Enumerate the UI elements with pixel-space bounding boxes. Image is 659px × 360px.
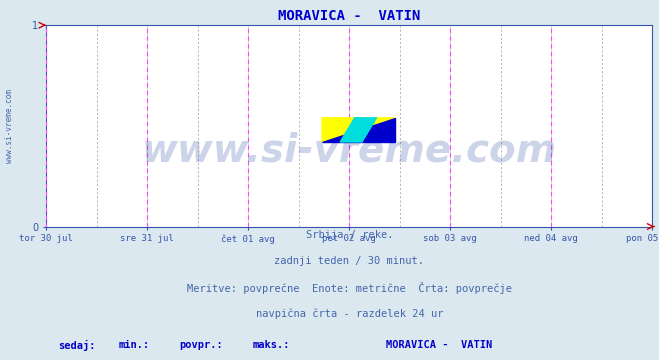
Text: navpična črta - razdelek 24 ur: navpična črta - razdelek 24 ur bbox=[256, 309, 443, 319]
Text: zadnji teden / 30 minut.: zadnji teden / 30 minut. bbox=[274, 256, 424, 266]
Polygon shape bbox=[322, 118, 395, 142]
Text: Srbija / reke.: Srbija / reke. bbox=[306, 230, 393, 240]
Text: min.:: min.: bbox=[119, 339, 150, 350]
Polygon shape bbox=[322, 118, 395, 142]
Text: www.si-vreme.com: www.si-vreme.com bbox=[142, 131, 557, 169]
Text: www.si-vreme.com: www.si-vreme.com bbox=[5, 89, 14, 163]
Text: MORAVICA -  VATIN: MORAVICA - VATIN bbox=[386, 339, 492, 350]
Text: maks.:: maks.: bbox=[252, 339, 290, 350]
Polygon shape bbox=[340, 118, 376, 142]
Text: povpr.:: povpr.: bbox=[179, 339, 223, 350]
Text: sedaj:: sedaj: bbox=[58, 339, 96, 351]
Title: MORAVICA -  VATIN: MORAVICA - VATIN bbox=[278, 9, 420, 23]
Text: Meritve: povprečne  Enote: metrične  Črta: povprečje: Meritve: povprečne Enote: metrične Črta:… bbox=[186, 282, 512, 294]
